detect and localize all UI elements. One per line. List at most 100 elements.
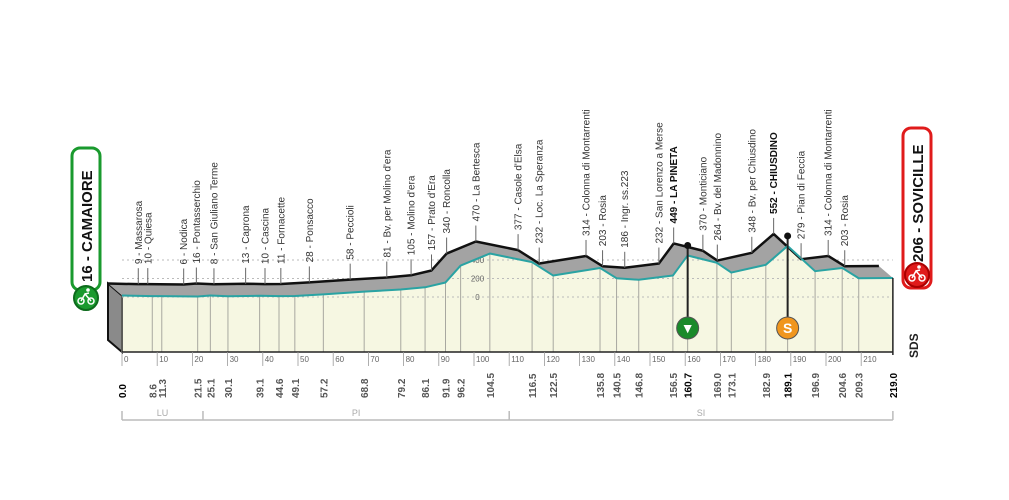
location-label: 232 - Loc. La Speranza xyxy=(535,139,546,243)
distance-label: 204.6 xyxy=(838,373,849,398)
distance-label: 44.6 xyxy=(275,378,286,398)
location-label: 340 - Roncolla xyxy=(442,169,453,234)
location-label: 28 - Ponsacco xyxy=(305,198,316,262)
distance-label: 189.1 xyxy=(784,373,795,398)
location-label: 552 - CHIUSDINO xyxy=(769,132,780,214)
km-tick-label: 160 xyxy=(687,355,701,364)
km-tick-label: 190 xyxy=(793,355,807,364)
distance-label: 79.2 xyxy=(397,378,408,398)
km-tick-label: 90 xyxy=(441,355,450,364)
location-label: 203 - Rosia xyxy=(598,195,609,247)
distance-label: 57.2 xyxy=(319,378,330,398)
elevation-tick-label: 0 xyxy=(475,293,480,302)
distance-label: 116.5 xyxy=(528,373,539,398)
distance-label: 11.3 xyxy=(158,379,169,398)
start-face xyxy=(107,281,123,355)
location-label: 348 - Bv. per Chiusdino xyxy=(747,129,758,233)
location-label: 314 - Colonna di Montarrenti xyxy=(824,109,835,236)
km-tick-label: 60 xyxy=(335,355,344,364)
distance-label: 91.9 xyxy=(441,378,452,398)
km-tick-label: 20 xyxy=(194,355,203,364)
distance-label: 96.2 xyxy=(457,378,468,398)
marker-symbol: S xyxy=(783,320,792,336)
distance-label: 209.3 xyxy=(855,373,866,398)
distance-label: 196.9 xyxy=(811,373,822,398)
distance-label: 219.0 xyxy=(889,373,900,398)
km-tick-label: 200 xyxy=(828,355,842,364)
sprint-s-icon xyxy=(776,316,800,340)
km-tick-label: 150 xyxy=(652,355,666,364)
km-tick-label: 10 xyxy=(159,355,168,364)
start-label: 16 - CAMAIORE xyxy=(79,170,96,282)
distance-label: 30.1 xyxy=(224,378,235,398)
km-tick-label: 40 xyxy=(265,355,274,364)
km-tick-label: 0 xyxy=(124,355,129,364)
km-tick-label: 30 xyxy=(230,355,239,364)
marker-symbol: ▼ xyxy=(681,320,695,336)
location-label: 13 - Caprona xyxy=(241,205,252,264)
distance-label: 39.1 xyxy=(256,378,267,398)
distance-label: 156.5 xyxy=(669,373,680,398)
bike-icon xyxy=(73,285,99,311)
location-label: 314 - Colonna di Montarrenti xyxy=(582,109,593,236)
km-tick-label: 110 xyxy=(511,355,524,364)
location-label: 470 - La Bertesca xyxy=(471,142,482,221)
distance-label: 135.8 xyxy=(596,373,607,398)
elevation-tick-label: 400 xyxy=(471,256,485,265)
location-label: 6 - Nodica xyxy=(179,218,190,264)
distance-label: 146.8 xyxy=(635,373,646,398)
km-tick-label: 180 xyxy=(758,355,772,364)
km-tick-label: 80 xyxy=(406,355,415,364)
location-label: 16 - Pontasserchio xyxy=(192,180,203,264)
ground-layer xyxy=(107,245,893,355)
location-label: 264 - Bv. del Madonnino xyxy=(713,132,724,240)
distance-label: 86.1 xyxy=(421,378,432,398)
location-label: 10 - Cascina xyxy=(260,207,271,264)
markers-layer: ▼ S xyxy=(676,232,800,340)
ground-area xyxy=(122,245,893,352)
km-tick-label: 50 xyxy=(300,355,309,364)
km-tick-label: 210 xyxy=(863,355,877,364)
distance-label: 25.1 xyxy=(206,378,217,398)
distance-label: 122.5 xyxy=(549,373,560,398)
distance-label: 140.5 xyxy=(613,373,624,398)
location-label: 449 - LA PINETA xyxy=(669,146,680,223)
start-badge: 16 - CAMAIORE xyxy=(70,146,102,311)
location-label: 9 - Massarosa xyxy=(134,200,145,264)
sds-logo: SDS xyxy=(907,333,921,358)
distance-label: 8.6 xyxy=(148,384,159,398)
region-label: SI xyxy=(697,408,706,418)
distance-label: 0.0 xyxy=(118,384,129,398)
location-label: 11 - Fornacette xyxy=(276,196,287,264)
finish-badge: 206 - SOVICILLE xyxy=(901,126,933,290)
km-tick-label: 140 xyxy=(617,355,631,364)
profile-line xyxy=(121,244,893,298)
distance-label: 68.8 xyxy=(360,378,371,398)
location-label: 377 - Casole d'Elsa xyxy=(514,143,525,230)
location-label: 203 - Rosia xyxy=(840,195,851,247)
distance-label: 182.9 xyxy=(762,373,773,398)
region-bar: LU PI SI xyxy=(121,408,894,421)
location-label: 279 - Pian di Feccia xyxy=(797,150,808,239)
location-label: 186 - Ingr. ss.223 xyxy=(620,170,631,248)
location-label: 10 - Quiesa xyxy=(143,212,154,264)
marker-pin-head xyxy=(684,241,692,249)
x-axis: 0 10 20 30 40 50 60 70 80 90 100 110 120 130 140 150 160… xyxy=(118,277,900,398)
km-tick-label: 70 xyxy=(370,355,379,364)
km-tick-label: 170 xyxy=(722,355,736,364)
distance-label: 104.5 xyxy=(486,373,497,398)
location-label: 370 - Monticiano xyxy=(698,156,709,230)
km-tick-label: 100 xyxy=(476,355,490,364)
location-label: 157 - Prato d'Era xyxy=(427,175,438,251)
bike-icon xyxy=(904,262,930,288)
distance-label: 49.1 xyxy=(291,378,302,398)
distance-label: 173.1 xyxy=(727,373,738,398)
distance-label: 169.0 xyxy=(713,373,724,398)
distance-label: 21.5 xyxy=(194,378,205,398)
sprint-triangle-icon xyxy=(676,316,700,340)
finish-label: 206 - SOVICILLE xyxy=(910,144,927,262)
region-label: PI xyxy=(352,408,361,418)
elevation-tick-label: 200 xyxy=(471,275,485,284)
